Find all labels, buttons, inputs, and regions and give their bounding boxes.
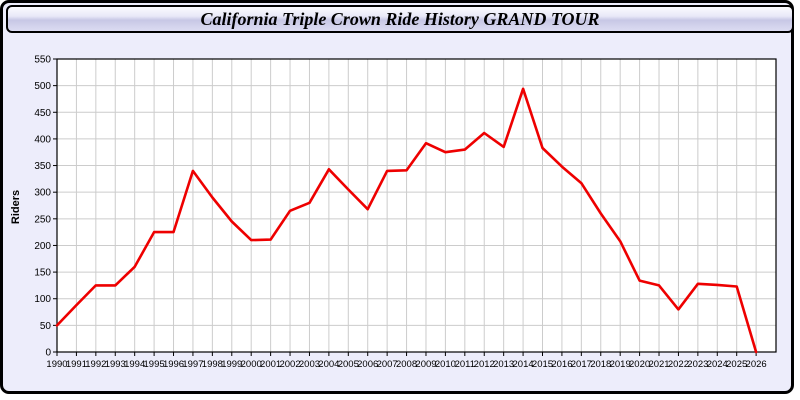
x-tick-label: 2001 [260, 359, 281, 370]
y-tick-label: 150 [34, 268, 51, 279]
x-tick-label: 2013 [493, 359, 514, 370]
y-tick-label: 300 [34, 188, 51, 199]
y-tick-label: 100 [34, 294, 51, 305]
riders-line [55, 87, 758, 354]
x-tick-label: 2026 [746, 359, 767, 370]
y-tick-label: 450 [34, 108, 51, 119]
y-tick-label: 500 [34, 81, 51, 92]
x-tick-label: 2004 [318, 359, 339, 370]
x-tick-label: 2016 [551, 359, 572, 370]
y-tick-label: 200 [34, 241, 51, 252]
y-tick-label: 550 [34, 55, 51, 66]
y-tick-label: 350 [34, 161, 51, 172]
x-tick-label: 2014 [513, 359, 534, 370]
x-tick-label: 1992 [85, 359, 106, 370]
y-axis: 0 50 100 150 200 250 300 350 400 450 500 550 [34, 55, 57, 359]
x-tick-label: 2015 [532, 359, 553, 370]
chart-title-bar: California Triple Crown Ride History GRA… [6, 5, 794, 33]
x-tick-label: 2019 [610, 359, 631, 370]
x-tick-label: 2002 [279, 359, 300, 370]
x-tick-label: 2011 [455, 359, 475, 370]
x-tick-label: 1996 [163, 359, 184, 370]
plot-frame [56, 58, 777, 353]
x-tick-label: 1993 [105, 359, 126, 370]
x-tick-label: 2000 [241, 359, 262, 370]
y-tick-label: 50 [40, 321, 52, 332]
y-tick-label: 0 [45, 348, 51, 359]
y-tick-label: 400 [34, 134, 51, 145]
y-tick-label: 250 [34, 214, 51, 225]
x-tick-label: 2024 [707, 359, 728, 370]
x-tick-label: 2018 [590, 359, 611, 370]
x-tick-label: 2020 [629, 359, 650, 370]
x-tick-label: 2012 [474, 359, 495, 370]
x-tick-label: 2008 [396, 359, 417, 370]
x-tick-label: 2006 [357, 359, 378, 370]
x-tick-label: 2017 [571, 359, 592, 370]
x-tick-label: 1995 [144, 359, 165, 370]
x-tick-label: 2003 [299, 359, 320, 370]
x-tick-label: 1998 [202, 359, 223, 370]
x-tick-label: 2022 [668, 359, 689, 370]
plot-area [57, 59, 776, 352]
x-tick-label: 2005 [338, 359, 359, 370]
x-tick-label: 2010 [435, 359, 456, 370]
x-tick-label: 2021 [648, 359, 669, 370]
x-tick-label: 2025 [726, 359, 747, 370]
x-tick-label: 2007 [377, 359, 398, 370]
x-tick-label: 1999 [221, 359, 242, 370]
y-axis-title: Riders [10, 190, 22, 224]
chart-title: California Triple Crown Ride History GRA… [200, 8, 600, 29]
x-axis: 1990199119921993199419951996199719981999… [46, 352, 767, 370]
x-tick-label: 1990 [46, 359, 67, 370]
x-tick-label: 1991 [66, 359, 87, 370]
x-tick-label: 2023 [687, 359, 708, 370]
x-tick-label: 2009 [415, 359, 436, 370]
x-tick-label: 1994 [124, 359, 145, 370]
x-tick-label: 1997 [182, 359, 203, 370]
